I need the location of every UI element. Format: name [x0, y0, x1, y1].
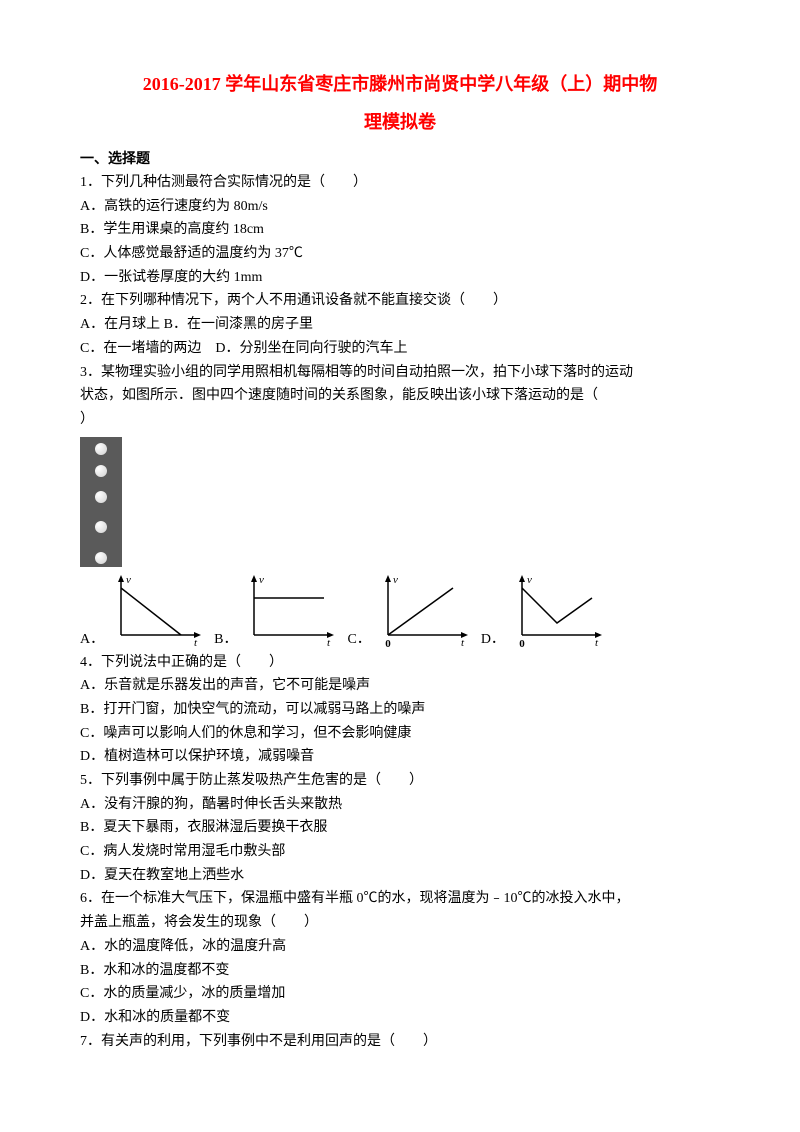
svg-text:t: t — [327, 637, 331, 648]
svg-text:v: v — [126, 574, 131, 586]
q3-label-a: A． — [80, 628, 104, 648]
q5-b: B．夏天下暴雨，衣服淋湿后要换干衣服 — [80, 817, 720, 839]
q4-d: D．植树造林可以保护环境，减弱噪音 — [80, 746, 720, 768]
q6-d: D．水和冰的质量都不变 — [80, 1007, 720, 1029]
q6-b: B．水和冰的温度都不变 — [80, 960, 720, 982]
q3-label-d: D． — [481, 628, 505, 648]
q3-ball-image — [80, 437, 720, 567]
q5-c: C．病人发烧时常用湿毛巾敷头部 — [80, 841, 720, 863]
svg-text:t: t — [461, 637, 465, 648]
q1-a: A．高铁的运行速度约为 80m/s — [80, 196, 720, 218]
q3-graph-b: vt — [239, 573, 339, 648]
q4-a: A．乐音就是乐器发出的声音，它不可能是噪声 — [80, 675, 720, 697]
svg-text:0: 0 — [519, 638, 525, 648]
q1-c: C．人体感觉最舒适的温度约为 37℃ — [80, 243, 720, 265]
svg-text:v: v — [259, 574, 264, 586]
title-line1: 2016-2017 学年山东省枣庄市滕州市尚贤中学八年级（上）期中物 — [80, 70, 720, 96]
section-header: 一、选择题 — [80, 148, 720, 168]
q6-text1: 6．在一个标准大气压下，保温瓶中盛有半瓶 0℃的水，现将温度为﹣10℃的冰投入水… — [80, 888, 720, 910]
q1-d: D．一张试卷厚度的大约 1mm — [80, 267, 720, 289]
q4-text: 4．下列说法中正确的是（ ） — [80, 652, 720, 674]
q2-text: 2．在下列哪种情况下，两个人不用通讯设备就不能直接交谈（ ） — [80, 290, 720, 312]
q2-cd: C．在一堵墙的两边 D．分别坐在同向行驶的汽车上 — [80, 338, 720, 360]
q6-a: A．水的温度降低，冰的温度升高 — [80, 936, 720, 958]
q5-d: D．夏天在教室地上洒些水 — [80, 865, 720, 887]
q6-c: C．水的质量减少，冰的质量增加 — [80, 983, 720, 1005]
svg-text:t: t — [595, 637, 599, 648]
q3-graphs: A． vt B． vt C． vt 0 D． vt 0 — [80, 573, 720, 648]
q6-text2: 并盖上瓶盖，将会发生的现象（ ） — [80, 912, 720, 934]
q3-label-c: C． — [347, 628, 370, 648]
svg-text:v: v — [527, 574, 532, 586]
q3-label-b: B． — [214, 628, 237, 648]
q3-graph-a: vt — [106, 573, 206, 648]
title-line2: 理模拟卷 — [80, 108, 720, 134]
svg-text:0: 0 — [385, 638, 391, 648]
q2-ab: A．在月球上 B．在一间漆黑的房子里 — [80, 314, 720, 336]
q3-text1: 3．某物理实验小组的同学用照相机每隔相等的时间自动拍照一次，拍下小球下落时的运动 — [80, 362, 720, 384]
q3-text2: 状态，如图所示．图中四个速度随时间的关系图象，能反映出该小球下落运动的是（ — [80, 385, 720, 407]
q1-text: 1．下列几种估测最符合实际情况的是（ ） — [80, 172, 720, 194]
q1-b: B．学生用课桌的高度约 18cm — [80, 219, 720, 241]
q3-graph-c: v t 0 — [373, 573, 473, 648]
svg-text:t: t — [194, 637, 198, 648]
q5-text: 5．下列事例中属于防止蒸发吸热产生危害的是（ ） — [80, 770, 720, 792]
q4-c: C．噪声可以影响人们的休息和学习，但不会影响健康 — [80, 723, 720, 745]
q4-b: B．打开门窗，加快空气的流动，可以减弱马路上的噪声 — [80, 699, 720, 721]
q7-text: 7．有关声的利用，下列事例中不是利用回声的是（ ） — [80, 1031, 720, 1053]
q3-graph-d: v t 0 — [507, 573, 607, 648]
q3-text3: ） — [80, 409, 720, 431]
q5-a: A．没有汗腺的狗，酷暑时伸长舌头来散热 — [80, 794, 720, 816]
svg-text:v: v — [393, 574, 398, 586]
